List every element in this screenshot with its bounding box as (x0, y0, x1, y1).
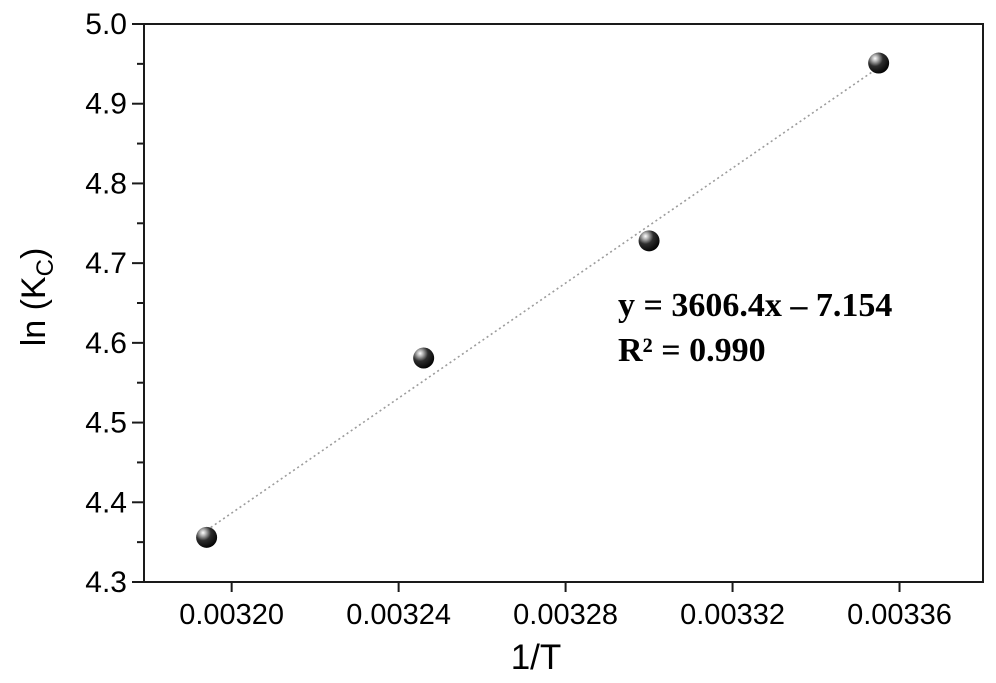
y-tick-label: 5.0 (85, 8, 127, 41)
y-tick-label: 4.6 (85, 327, 127, 360)
y-tick-label: 4.7 (85, 247, 127, 280)
y-tick-label: 4.9 (85, 88, 127, 121)
y-axis-title: ln (KC) (15, 222, 59, 372)
fit-line (210, 63, 884, 529)
fit-annotation: y = 3606.4x – 7.154 R² = 0.990 (618, 283, 892, 373)
data-point (868, 52, 890, 74)
x-tick-label: 0.00324 (346, 599, 451, 631)
y-axis-title-text: ln (K (15, 276, 53, 347)
data-point (413, 347, 435, 369)
x-tick-label: 0.00328 (513, 599, 618, 631)
x-axis-title: 1/T (510, 638, 562, 677)
data-point (196, 526, 218, 548)
y-axis-title-subscript: C (31, 259, 59, 277)
y-tick-label: 4.4 (85, 486, 127, 519)
y-tick-label: 4.8 (85, 167, 127, 200)
y-tick-label: 4.3 (85, 566, 127, 599)
y-tick-label: 4.5 (85, 407, 127, 440)
r-squared-text: R² = 0.990 (618, 332, 766, 369)
x-tick-label: 0.00336 (847, 599, 952, 631)
data-point (638, 230, 660, 252)
fit-equation-text: y = 3606.4x – 7.154 (618, 287, 893, 324)
x-tick-label: 0.00320 (179, 599, 284, 631)
chart-layer: 4.3 4.4 4.5 4.6 4.7 4.8 4.9 5.0 0.00320 0.00324 0.… (85, 8, 984, 631)
y-axis-title-close-paren: ) (15, 247, 53, 260)
x-tick-label: 0.00332 (680, 599, 785, 631)
